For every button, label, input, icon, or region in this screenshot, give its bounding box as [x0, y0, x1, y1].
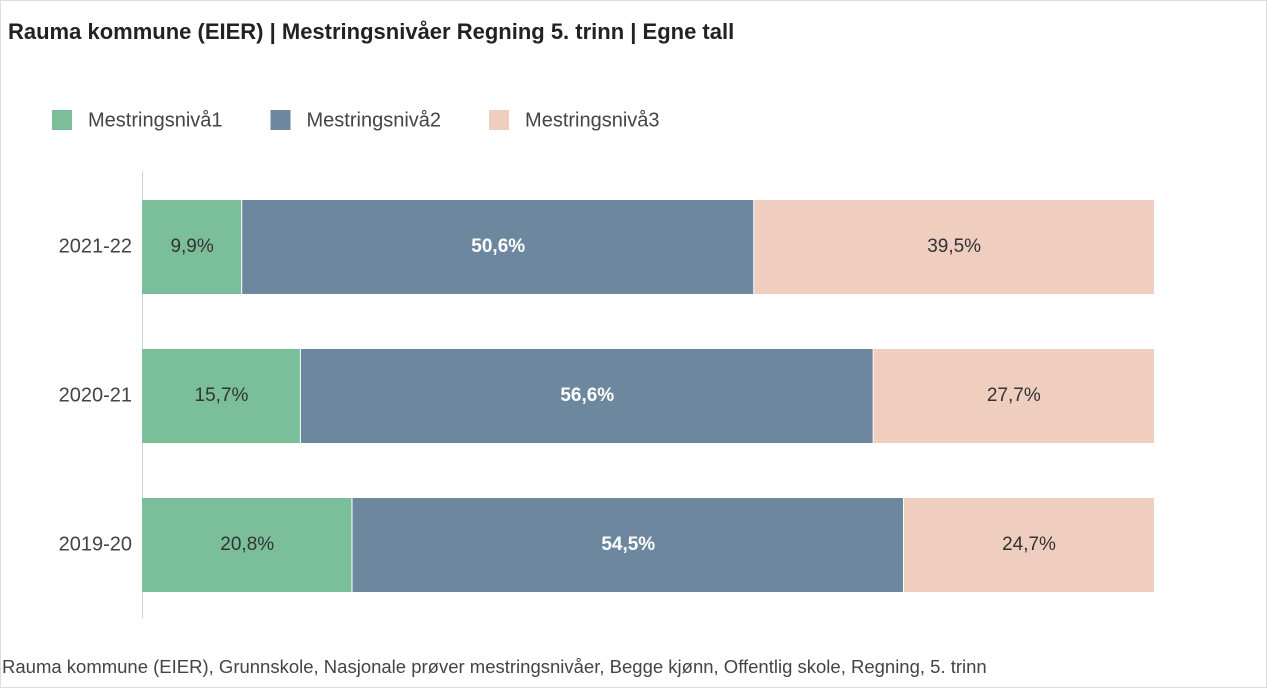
data-label: 9,9%	[170, 236, 213, 257]
legend-label: Mestringsnivå1	[88, 109, 223, 131]
chart-title: Rauma kommune (EIER) | Mestringsnivåer R…	[8, 19, 734, 44]
data-label: 24,7%	[1002, 534, 1056, 555]
legend-label: Mestringsnivå2	[307, 109, 442, 131]
y-tick-label: 2020-21	[59, 384, 132, 406]
bar-segment	[300, 349, 873, 443]
bar-segment	[142, 498, 352, 592]
data-label: 56,6%	[560, 385, 614, 406]
bar-segment	[142, 349, 300, 443]
data-label: 27,7%	[987, 385, 1041, 406]
bar-segment	[754, 200, 1154, 294]
data-label: 54,5%	[601, 534, 655, 555]
bar-segment	[142, 200, 242, 294]
bar-segment	[873, 349, 1154, 443]
legend-swatch	[489, 110, 510, 130]
legend-label: Mestringsnivå3	[525, 109, 660, 131]
caption: Rauma kommune (EIER), Grunnskole, Nasjon…	[2, 656, 987, 677]
y-tick-label: 2021-22	[59, 235, 132, 257]
data-label: 39,5%	[927, 236, 981, 257]
data-label: 20,8%	[220, 534, 274, 555]
data-label: 15,7%	[195, 385, 249, 406]
legend-swatch	[52, 110, 72, 130]
y-tick-label: 2019-20	[59, 533, 132, 555]
bar-segment	[904, 498, 1154, 592]
data-label: 50,6%	[471, 236, 525, 257]
bar-segment	[352, 498, 904, 592]
legend-swatch	[270, 110, 291, 130]
bar-segment	[242, 200, 754, 294]
